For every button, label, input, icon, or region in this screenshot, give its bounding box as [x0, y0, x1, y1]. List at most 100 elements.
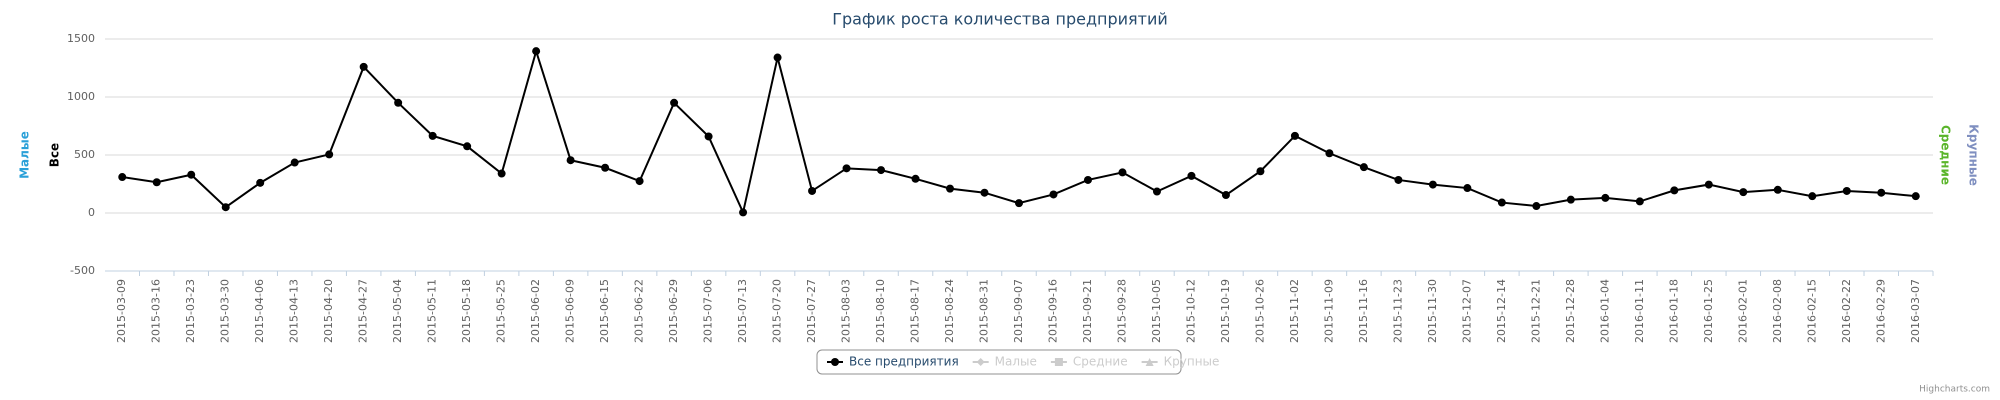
data-point: [1808, 192, 1817, 201]
x-tick-label: 2015-11-09: [1322, 279, 1335, 343]
credits[interactable]: Highcharts.com: [1919, 385, 1990, 395]
legend-item[interactable]: Средние: [1073, 355, 1128, 369]
data-point: [1359, 163, 1368, 172]
data-point: [290, 158, 299, 167]
x-tick-label: 2015-10-19: [1219, 279, 1232, 343]
y-tick-label: 0: [88, 206, 95, 219]
data-point: [1428, 180, 1437, 189]
x-tick-label: 2015-10-05: [1150, 279, 1163, 343]
y-tick-label: 1500: [67, 32, 95, 45]
data-point: [911, 174, 920, 183]
x-tick-label: 2015-12-07: [1460, 279, 1473, 343]
x-tick-label: 2015-09-28: [1115, 279, 1128, 343]
x-tick-label: 2016-02-22: [1840, 279, 1853, 343]
x-tick-label: 2015-06-15: [598, 279, 611, 343]
x-tick-label: 2016-01-18: [1667, 279, 1680, 343]
x-tick-label: 2015-06-02: [529, 279, 542, 343]
y-tick-label: 500: [74, 148, 95, 161]
data-point: [1877, 188, 1886, 197]
data-point: [670, 98, 679, 107]
data-point: [1635, 197, 1644, 206]
chart-title: График роста количества предприятий: [832, 10, 1168, 29]
x-tick-label: 2016-01-25: [1702, 279, 1715, 343]
data-point: [1566, 195, 1575, 204]
data-point: [1152, 187, 1161, 196]
data-point: [1015, 199, 1023, 208]
data-point: [394, 98, 403, 107]
x-tick-label: 2015-10-26: [1253, 279, 1266, 343]
x-tick-label: 2015-08-17: [909, 279, 922, 343]
x-tick-label: 2015-05-11: [426, 279, 439, 343]
data-point: [635, 177, 644, 186]
legend-symbol[interactable]: [1145, 358, 1154, 366]
data-point: [1773, 185, 1782, 194]
x-tick-label: 2015-09-21: [1081, 279, 1094, 343]
data-point: [1739, 188, 1748, 197]
data-point: [1532, 202, 1541, 211]
data-point: [1221, 191, 1230, 200]
data-point: [221, 203, 230, 212]
data-point: [1325, 149, 1334, 158]
data-point: [532, 47, 541, 56]
data-point: [601, 163, 610, 172]
x-tick-label: 2016-02-29: [1874, 279, 1887, 343]
data-point: [773, 53, 782, 62]
data-point: [739, 208, 748, 217]
x-tick-label: 2016-02-08: [1771, 279, 1784, 343]
x-tick-label: 2015-12-21: [1529, 279, 1542, 343]
x-tick-label: 2016-02-01: [1736, 279, 1749, 343]
data-point: [842, 164, 851, 173]
data-point: [1704, 180, 1713, 189]
data-point: [428, 131, 437, 140]
x-tick-label: 2015-04-13: [288, 279, 301, 343]
data-point: [256, 178, 265, 187]
data-point: [359, 62, 368, 71]
data-point: [1670, 186, 1679, 195]
legend-item[interactable]: Малые: [995, 355, 1037, 369]
data-point: [118, 173, 127, 182]
data-point: [1187, 171, 1196, 180]
x-tick-label: 2016-03-07: [1909, 279, 1922, 343]
x-tick-label: 2015-07-06: [702, 279, 715, 343]
data-point: [566, 156, 575, 165]
x-tick-label: 2015-07-20: [771, 279, 784, 343]
x-tick-label: 2016-01-11: [1633, 279, 1646, 343]
data-point: [980, 188, 989, 197]
legend-symbol[interactable]: [831, 358, 839, 366]
data-point: [1394, 175, 1403, 184]
x-tick-label: 2015-11-02: [1288, 279, 1301, 343]
x-tick-label: 2016-01-04: [1598, 279, 1611, 343]
axis-title: Средние: [1939, 125, 1953, 185]
data-point: [1463, 184, 1472, 193]
data-point: [1497, 198, 1506, 207]
legend-item[interactable]: Все предприятия: [849, 355, 959, 369]
x-tick-label: 2015-04-27: [357, 279, 370, 343]
legend-symbol[interactable]: [976, 358, 985, 366]
data-point: [946, 184, 955, 193]
legend-symbol[interactable]: [1054, 358, 1063, 366]
x-tick-label: 2015-10-12: [1184, 279, 1197, 343]
data-point: [463, 142, 472, 151]
x-tick-label: 2015-08-24: [943, 279, 956, 343]
data-point: [152, 178, 161, 187]
axis-title: Малые: [18, 131, 32, 179]
x-tick-label: 2015-06-29: [667, 279, 680, 343]
y-tick-label: -500: [70, 264, 95, 277]
legend-item[interactable]: Крупные: [1164, 355, 1220, 369]
data-point: [187, 170, 196, 179]
axis-title: Крупные: [1967, 124, 1981, 186]
x-tick-label: 2015-08-03: [840, 279, 853, 343]
x-tick-label: 2015-04-06: [253, 279, 266, 343]
x-tick-label: 2015-12-28: [1564, 279, 1577, 343]
data-point: [1049, 190, 1058, 199]
x-tick-label: 2015-11-16: [1357, 279, 1370, 343]
x-tick-label: 2015-11-30: [1426, 279, 1439, 343]
data-point: [1601, 193, 1610, 202]
x-tick-label: 2015-11-23: [1391, 279, 1404, 343]
x-tick-label: 2015-07-27: [805, 279, 818, 343]
x-tick-label: 2015-05-25: [495, 279, 508, 343]
x-tick-label: 2016-02-15: [1805, 279, 1818, 343]
x-tick-label: 2015-08-31: [978, 279, 991, 343]
legend-box: [816, 349, 1182, 375]
axis-title: Все: [48, 143, 62, 167]
